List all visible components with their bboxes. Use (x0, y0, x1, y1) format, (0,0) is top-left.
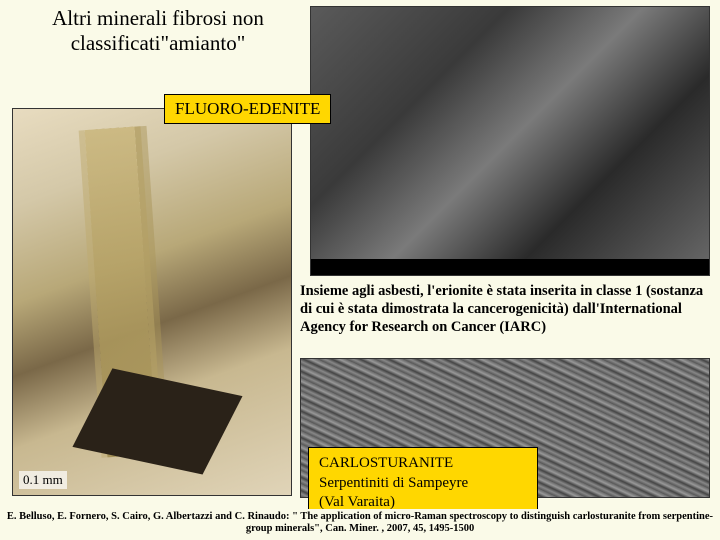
label-fluoroedenite: FLUORO-EDENITE (164, 94, 331, 124)
scale-bar-label: 0.1 mm (19, 471, 67, 489)
slide-title: Altri minerali fibrosi non classificati"… (18, 6, 298, 56)
image-fluoroedenite: 0.1 mm (12, 108, 292, 496)
image-erionite-sem (310, 6, 710, 276)
body-text-iarc: Insieme agli asbesti, l'erionite è stata… (300, 282, 710, 336)
citation-text: E. Belluso, E. Fornero, S. Cairo, G. Alb… (6, 509, 714, 538)
